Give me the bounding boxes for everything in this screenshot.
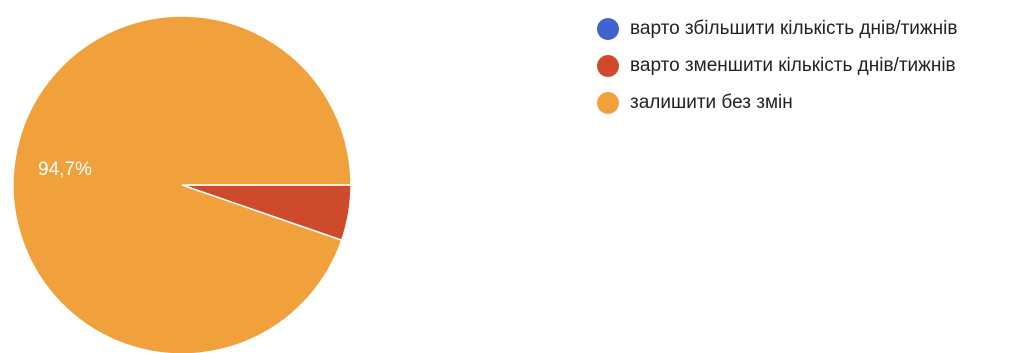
legend-label: варто збільшити кількість днів/тижнів <box>630 17 958 39</box>
legend-label: залишити без змін <box>630 91 793 113</box>
legend-item-0: варто збільшити кількість днів/тижнів <box>597 10 957 47</box>
slice-label-0: 94,7% <box>38 159 92 180</box>
legend-swatch-icon <box>597 91 619 114</box>
pie-slice-2 <box>12 15 352 353</box>
legend-swatch-icon <box>597 54 619 77</box>
legend-label: варто зменшити кількість днів/тижнів <box>630 54 956 76</box>
legend-swatch-icon <box>597 17 619 40</box>
legend-item-1: варто зменшити кількість днів/тижнів <box>597 47 957 84</box>
chart-legend: варто збільшити кількість днів/тижнів вар… <box>597 10 957 121</box>
legend-item-2: залишити без змін <box>597 84 957 121</box>
